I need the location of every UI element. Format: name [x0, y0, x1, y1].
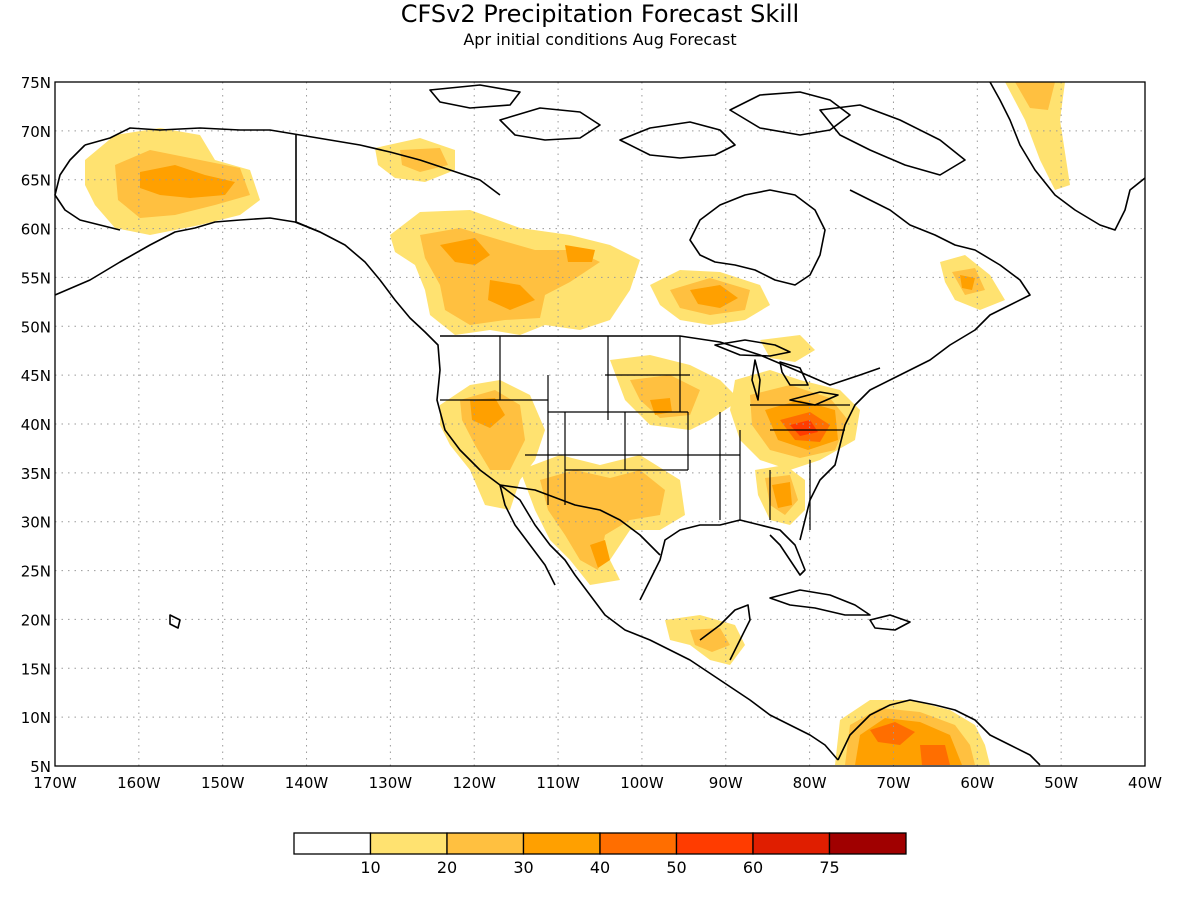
- shade-plains-l3: [650, 398, 672, 415]
- shade-sw-l2: [540, 470, 665, 570]
- colorbar-swatch: [369, 832, 448, 855]
- colorbar-swatch: [522, 832, 601, 855]
- coast-hudson-bay: [689, 189, 826, 286]
- lon-label: 110W: [536, 774, 580, 792]
- coast-greenland: [989, 81, 1146, 231]
- shade-greenland-l2: [1015, 82, 1055, 110]
- colorbar-label: 60: [743, 858, 763, 877]
- coast-arctic-2: [729, 91, 851, 136]
- lon-label: 70W: [877, 774, 911, 792]
- shade-se-l3: [772, 482, 792, 508]
- lat-label: 55N: [21, 269, 51, 287]
- shade-samerica-l4: [870, 722, 915, 745]
- coast-yucatan: [699, 604, 751, 661]
- shade-wcanada-l3: [440, 238, 490, 265]
- coastlines: [54, 81, 1146, 766]
- coast-east: [799, 189, 1031, 541]
- lat-label: 75N: [21, 74, 51, 92]
- lat-label: 60N: [21, 221, 51, 239]
- coast-arctic-3: [819, 104, 966, 176]
- map-frame: [54, 81, 1146, 767]
- coast-lake-erie: [789, 391, 839, 406]
- colorbar-swatch: [293, 832, 372, 855]
- border-us-mexico: [499, 484, 661, 556]
- lon-label: 40W: [1128, 774, 1162, 792]
- colorbar-swatch: [599, 832, 678, 855]
- coast-gulf: [639, 519, 806, 601]
- border-alaska-canada: [295, 135, 321, 233]
- coast-lake-michigan: [751, 359, 761, 401]
- coast-hawaii: [169, 614, 181, 629]
- coast-arctic-5: [429, 84, 521, 109]
- coast-samerica: [837, 699, 1041, 766]
- lon-label: 100W: [620, 774, 664, 792]
- lon-label: 160W: [117, 774, 161, 792]
- coast-lake-superior: [714, 339, 791, 357]
- coast-cuba: [769, 589, 871, 616]
- coast-lake-huron: [779, 361, 809, 386]
- shade-wus-l3: [470, 398, 505, 428]
- latitude-labels: 75N 70N 65N 60N 55N 50N 45N 40N 35N 30N 25N 20N 15N 1…: [21, 74, 51, 776]
- shade-wcanada-l3c: [565, 245, 595, 262]
- lat-label: 15N: [21, 660, 51, 678]
- colorbar-label: 20: [437, 858, 457, 877]
- shade-camerica-l2: [690, 628, 730, 652]
- colorbar-label: 30: [513, 858, 533, 877]
- colorbar-legend: 10 20 30 40 50 60 75: [293, 832, 907, 877]
- shade-labrador-l3: [960, 275, 975, 290]
- coast-hispaniola: [869, 614, 911, 631]
- lon-label: 50W: [1044, 774, 1078, 792]
- colorbar-label: 50: [666, 858, 686, 877]
- lon-label: 170W: [33, 774, 77, 792]
- lon-label: 130W: [369, 774, 413, 792]
- lat-label: 40N: [21, 416, 51, 434]
- coast-alaska: [54, 217, 839, 761]
- lon-label: 60W: [960, 774, 994, 792]
- shade-alaska-l3: [140, 165, 235, 198]
- coast-arctic-1: [619, 121, 736, 159]
- coast-baja: [499, 484, 556, 586]
- map-subtitle: Apr initial conditions Aug Forecast: [463, 30, 736, 49]
- lat-label: 5N: [30, 758, 51, 776]
- colorbar-label: 75: [819, 858, 839, 877]
- colorbar-swatch: [675, 832, 754, 855]
- shade-wcanada-l3b: [488, 280, 535, 310]
- lat-label: 20N: [21, 611, 51, 629]
- colorbar-label: 40: [590, 858, 610, 877]
- colorbar-swatch: [752, 832, 831, 855]
- lon-label: 120W: [452, 774, 496, 792]
- lat-label: 35N: [21, 465, 51, 483]
- lat-label: 50N: [21, 318, 51, 336]
- lon-label: 150W: [201, 774, 245, 792]
- map-title: CFSv2 Precipitation Forecast Skill: [401, 0, 799, 28]
- shade-samerica-l4b: [920, 745, 950, 765]
- lat-label: 70N: [21, 123, 51, 141]
- lat-label: 25N: [21, 563, 51, 581]
- border-us-canada: [440, 335, 881, 386]
- lat-label: 45N: [21, 367, 51, 385]
- lat-label: 10N: [21, 709, 51, 727]
- colorbar-swatch: [828, 832, 907, 855]
- lon-label: 90W: [709, 774, 743, 792]
- longitude-labels: 170W 160W 150W 140W 130W 120W 110W 100W 90W 80W 70…: [33, 774, 1162, 792]
- state-lines: [440, 336, 850, 530]
- skill-shading: [85, 82, 1070, 765]
- coast-arctic-4: [499, 107, 601, 141]
- shade-sw-l3: [590, 540, 610, 568]
- lon-label: 140W: [285, 774, 329, 792]
- lat-label: 30N: [21, 514, 51, 532]
- coast-alaska-west: [54, 144, 121, 231]
- coast-alaska-north: [84, 127, 501, 196]
- shade-greenland-l1: [1005, 82, 1070, 190]
- lon-label: 80W: [793, 774, 827, 792]
- lat-label: 65N: [21, 172, 51, 190]
- shade-plains-l2: [630, 375, 700, 418]
- colorbar-swatch: [446, 832, 525, 855]
- colorbar-label: 10: [360, 858, 380, 877]
